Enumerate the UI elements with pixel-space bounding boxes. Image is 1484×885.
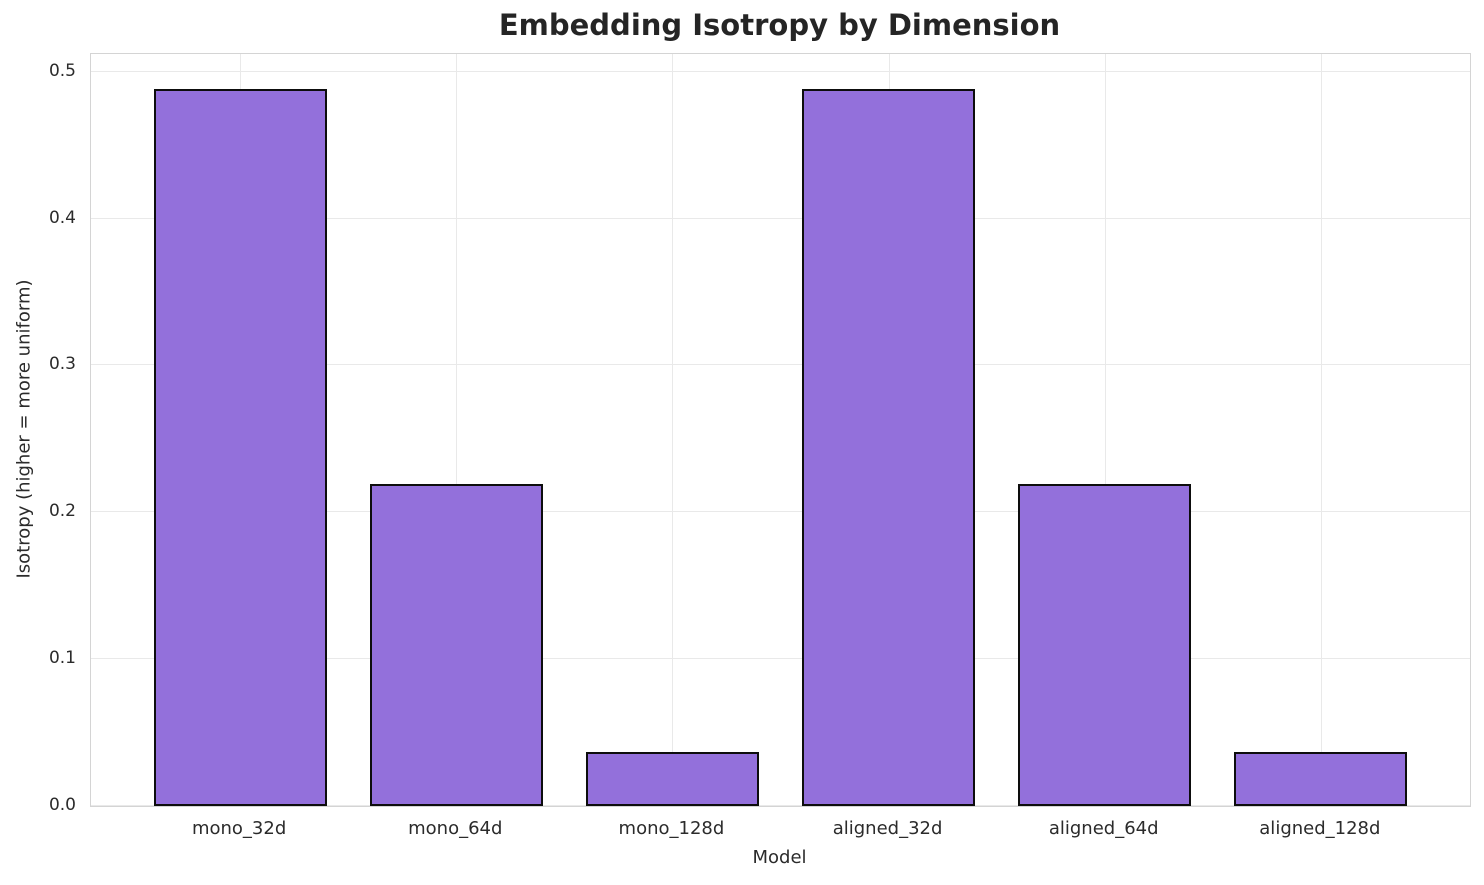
h-gridline	[91, 511, 1470, 513]
y-tick-label: 0.2	[48, 501, 76, 522]
y-tick-label: 0.3	[48, 354, 76, 375]
h-gridline	[91, 805, 1470, 806]
h-gridline	[91, 364, 1470, 366]
plot-area	[90, 53, 1471, 807]
bar-aligned_128d	[1234, 751, 1408, 806]
y-tick-label: 0.0	[48, 795, 76, 815]
x-tick-label: aligned_64d	[1048, 818, 1159, 839]
y-tick-label: 0.1	[48, 648, 76, 669]
v-gridline	[1104, 54, 1106, 806]
bar-mono_64d	[369, 484, 543, 806]
y-tick-label: 0.5	[48, 60, 76, 81]
x-tick-label: mono_32d	[191, 818, 287, 839]
v-gridline	[1320, 54, 1322, 806]
h-gridline	[91, 217, 1470, 219]
y-tick-label: 0.4	[48, 207, 76, 228]
bar-aligned_64d	[1018, 484, 1192, 806]
v-gridline	[672, 54, 674, 806]
x-tick-label: mono_64d	[408, 818, 503, 839]
bar-mono_128d	[585, 751, 759, 806]
x-tick-label: aligned_32d	[832, 818, 943, 839]
bar-mono_32d	[153, 89, 327, 806]
y-axis-label: Isotropy (higher = more uniform)	[13, 279, 35, 579]
h-gridline	[91, 70, 1470, 72]
h-gridline	[91, 658, 1470, 660]
bar-aligned_32d	[802, 89, 976, 806]
v-gridline	[456, 54, 458, 806]
x-axis-label: Model	[752, 847, 807, 868]
x-tick-label: mono_128d	[618, 818, 725, 839]
x-tick-label: aligned_128d	[1259, 818, 1381, 839]
chart-title: Embedding Isotropy by Dimension	[498, 8, 1061, 42]
